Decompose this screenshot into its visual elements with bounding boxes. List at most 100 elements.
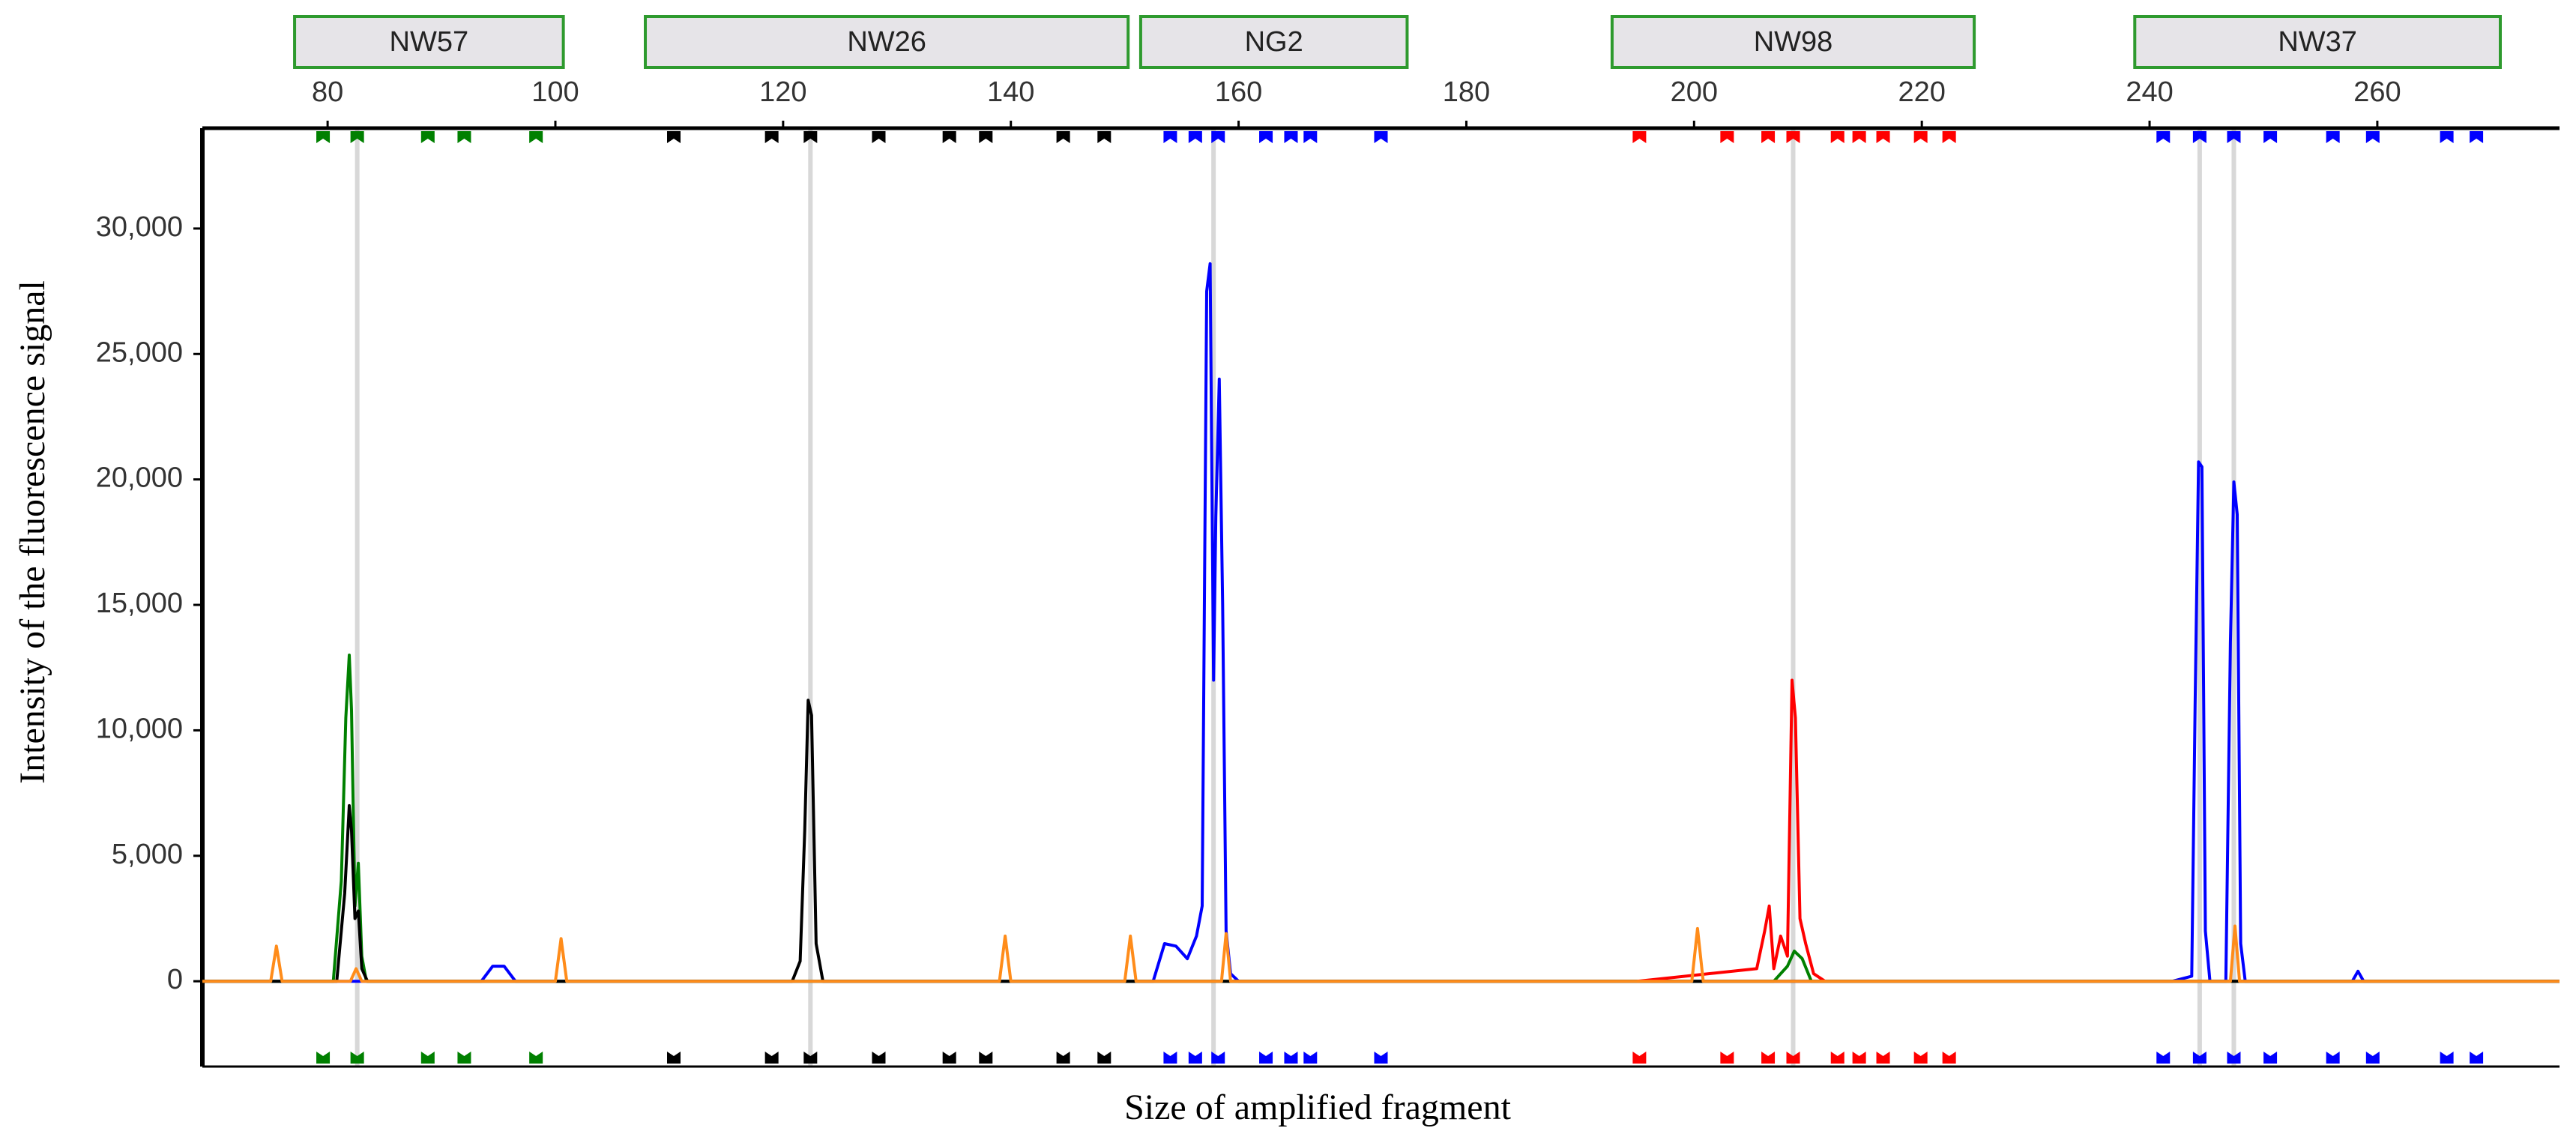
size-marker xyxy=(420,131,435,143)
x-tick-label: 80 xyxy=(312,76,343,108)
x-tick-label: 200 xyxy=(1671,76,1718,108)
size-marker xyxy=(1259,131,1273,143)
size-marker xyxy=(803,1052,818,1064)
size-marker xyxy=(1761,131,1776,143)
size-marker xyxy=(1097,1052,1111,1064)
size-marker xyxy=(667,1052,681,1064)
size-marker xyxy=(2156,131,2171,143)
size-marker xyxy=(1942,1052,1956,1064)
bin-box xyxy=(1610,15,1976,69)
y-tick-label: 30,000 xyxy=(96,211,183,243)
size-marker xyxy=(1852,131,1866,143)
size-marker xyxy=(1303,131,1318,143)
size-marker xyxy=(350,131,364,143)
size-marker xyxy=(872,1052,886,1064)
size-marker xyxy=(2227,1052,2241,1064)
bin-label: NW98 xyxy=(1754,26,1833,58)
size-marker xyxy=(1284,131,1298,143)
size-marker xyxy=(1720,131,1734,143)
size-marker xyxy=(1374,131,1388,143)
size-marker xyxy=(1188,1052,1202,1064)
size-marker xyxy=(316,1052,331,1064)
y-tick-label: 5,000 xyxy=(112,839,183,870)
bin-box xyxy=(644,15,1130,69)
x-tick-label: 100 xyxy=(531,76,579,108)
size-marker xyxy=(2326,1052,2340,1064)
size-marker xyxy=(2263,1052,2278,1064)
size-marker xyxy=(1211,1052,1225,1064)
size-marker xyxy=(1303,1052,1318,1064)
size-marker xyxy=(1852,1052,1866,1064)
size-marker xyxy=(1374,1052,1388,1064)
size-marker xyxy=(667,131,681,143)
bin-box xyxy=(1138,15,1409,69)
x-tick-label: 180 xyxy=(1443,76,1490,108)
size-marker xyxy=(1097,131,1111,143)
size-marker xyxy=(1632,131,1647,143)
size-marker xyxy=(529,1052,543,1064)
size-marker xyxy=(420,1052,435,1064)
size-marker xyxy=(1786,1052,1800,1064)
size-marker xyxy=(457,1052,471,1064)
trace xyxy=(1637,678,1827,983)
size-marker xyxy=(1720,1052,1734,1064)
size-marker xyxy=(2192,1052,2207,1064)
size-marker xyxy=(1942,131,1956,143)
size-marker xyxy=(1188,131,1202,143)
size-marker xyxy=(2470,131,2484,143)
size-marker xyxy=(1163,131,1177,143)
size-marker xyxy=(1761,1052,1776,1064)
size-marker xyxy=(2365,1052,2380,1064)
size-marker xyxy=(2470,1052,2484,1064)
y-tick-label: 25,000 xyxy=(96,337,183,368)
y-tick-label: 20,000 xyxy=(96,462,183,494)
size-marker xyxy=(1056,1052,1070,1064)
size-marker xyxy=(2440,1052,2454,1064)
size-marker xyxy=(316,131,331,143)
trace xyxy=(202,262,2560,983)
size-marker xyxy=(942,131,956,143)
size-marker xyxy=(1056,131,1070,143)
size-marker xyxy=(942,1052,956,1064)
size-marker xyxy=(1876,1052,1890,1064)
size-marker xyxy=(764,131,779,143)
y-tick-label: 0 xyxy=(167,964,183,995)
size-marker xyxy=(872,131,886,143)
bin-box xyxy=(293,15,565,69)
size-marker xyxy=(1259,1052,1273,1064)
size-marker xyxy=(2263,131,2278,143)
size-marker xyxy=(2227,131,2241,143)
size-marker xyxy=(1876,131,1890,143)
bin-label: NG2 xyxy=(1245,26,1303,58)
bin-box xyxy=(2133,15,2502,69)
x-tick-label: 240 xyxy=(2126,76,2173,108)
size-marker xyxy=(2440,131,2454,143)
size-marker xyxy=(979,131,993,143)
size-marker xyxy=(529,131,543,143)
size-marker xyxy=(2326,131,2340,143)
x-tick-label: 160 xyxy=(1215,76,1262,108)
size-marker xyxy=(1163,1052,1177,1064)
size-marker xyxy=(2365,131,2380,143)
x-tick-label: 120 xyxy=(759,76,806,108)
size-marker xyxy=(1284,1052,1298,1064)
size-marker xyxy=(1786,131,1800,143)
y-tick-label: 10,000 xyxy=(96,713,183,744)
y-tick-label: 15,000 xyxy=(96,588,183,619)
size-marker xyxy=(1913,1052,1928,1064)
bin-label: NW57 xyxy=(390,26,469,58)
x-tick-label: 140 xyxy=(987,76,1034,108)
size-marker xyxy=(979,1052,993,1064)
x-axis-title: Size of amplified fragment xyxy=(1124,1088,1511,1127)
size-marker xyxy=(764,1052,779,1064)
size-marker xyxy=(1830,1052,1844,1064)
size-marker xyxy=(1913,131,1928,143)
size-marker xyxy=(1211,131,1225,143)
bin-label: NW26 xyxy=(847,26,926,58)
trace xyxy=(202,924,2560,983)
size-marker xyxy=(2192,131,2207,143)
y-axis-title: Intensity of the fluorescence signal xyxy=(13,280,52,784)
size-marker xyxy=(2156,1052,2171,1064)
size-marker xyxy=(1830,131,1844,143)
